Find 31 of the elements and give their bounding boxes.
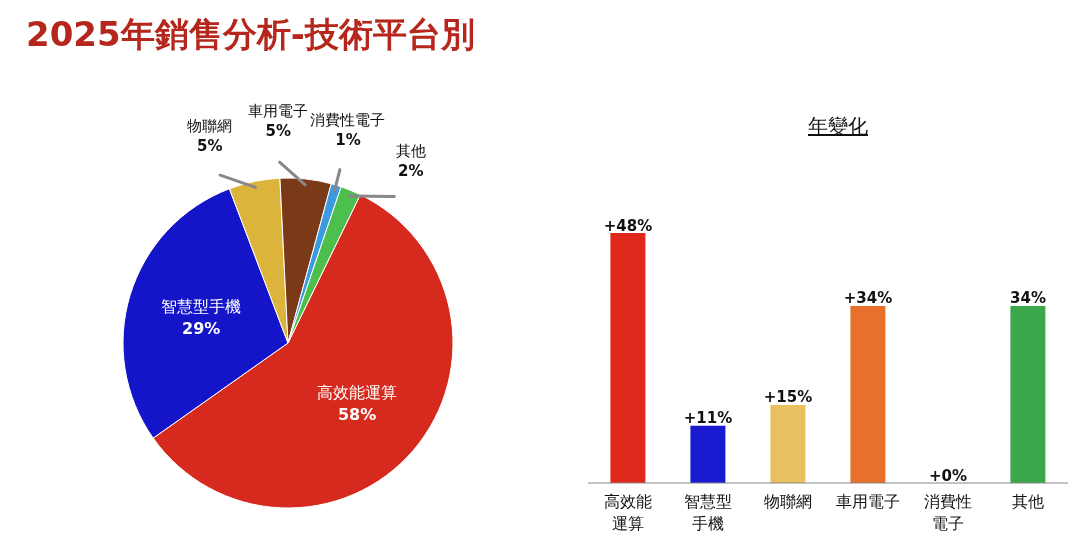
bar — [850, 305, 886, 483]
slice-label: 高效能運算 — [317, 382, 398, 402]
bar — [1010, 305, 1046, 483]
data-label: 1% — [335, 130, 361, 149]
bar — [610, 233, 646, 483]
data-label: +34% — [843, 289, 893, 308]
data-label: 5% — [265, 122, 292, 141]
chart-title: 2025年銷售分析-技術平台別 — [26, 13, 475, 56]
bar — [690, 425, 726, 483]
slice-label: 車用電子 — [248, 102, 309, 121]
x-tick-label: 物聯網 — [764, 492, 812, 511]
x-tick-label: 智慧型手機 — [684, 492, 732, 533]
bar — [770, 404, 806, 483]
data-label: 58% — [337, 404, 377, 424]
slice-label: 其他 — [395, 141, 426, 160]
x-tick-label: 其他 — [1012, 492, 1044, 511]
chart-title: 年變化 — [808, 114, 868, 138]
x-tick-label: 高效能運算 — [604, 492, 652, 533]
data-label: 5% — [196, 137, 223, 156]
data-label: 2% — [398, 161, 424, 180]
data-label: +48% — [603, 216, 653, 235]
data-label: +0% — [928, 466, 968, 485]
data-label: 29% — [182, 319, 221, 339]
x-tick-label: 消費性電子 — [924, 492, 972, 533]
data-label: +15% — [763, 388, 813, 407]
slice-label: 消費性電子 — [310, 110, 386, 129]
x-tick-label: 車用電子 — [836, 492, 900, 511]
data-label: 34% — [1010, 289, 1046, 308]
slice-label: 物聯網 — [187, 117, 233, 136]
slice-label: 智慧型手機 — [161, 297, 242, 317]
data-label: +11% — [683, 409, 733, 428]
